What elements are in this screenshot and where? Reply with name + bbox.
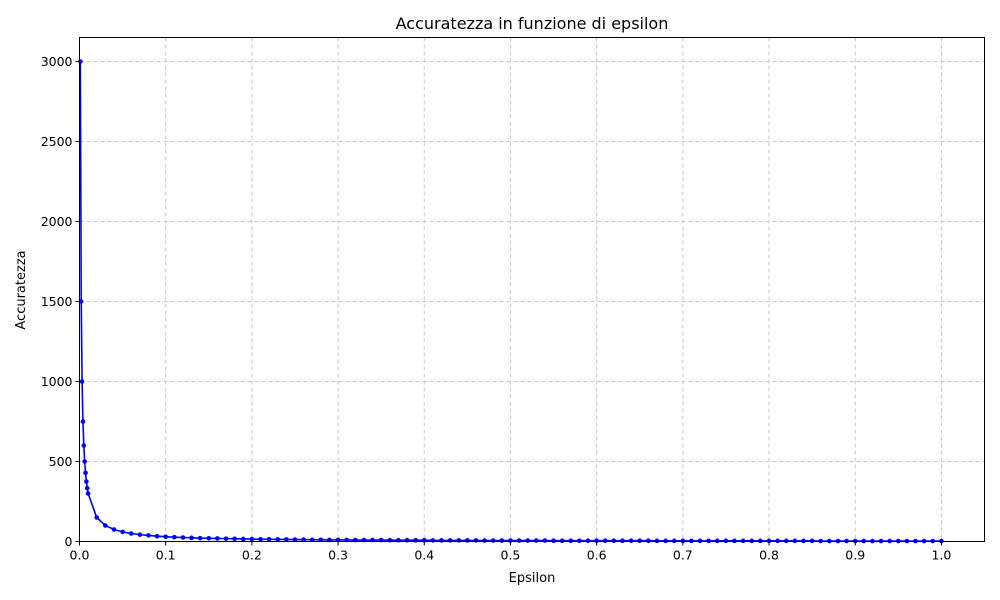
data-point (249, 536, 255, 542)
data-point (602, 538, 608, 543)
data-point (163, 534, 168, 539)
data-point (697, 538, 703, 544)
data-point (84, 485, 90, 491)
y-tick-label: 1500 (41, 294, 73, 309)
grid-layer (79, 37, 985, 542)
data-point (551, 538, 556, 543)
data-point (801, 538, 806, 544)
data-point (172, 534, 177, 540)
data-point (85, 491, 91, 496)
x-tick-label: 0.1 (156, 548, 176, 563)
data-point (275, 537, 281, 542)
x-axis-label: Epsilon (509, 571, 556, 586)
y-tick-label: 500 (49, 454, 73, 469)
data-point (723, 538, 729, 544)
data-point (809, 538, 815, 544)
data-point (120, 529, 125, 535)
data-point (758, 538, 763, 544)
data-point (78, 299, 84, 304)
y-tick-label: 2500 (41, 134, 73, 149)
data-point (94, 515, 100, 520)
x-tick-label: 1.0 (931, 548, 951, 563)
data-point (680, 538, 686, 544)
data-point (525, 538, 530, 543)
x-tick-label: 0.5 (501, 548, 521, 563)
data-point (82, 459, 87, 464)
x-tick-label: 0.2 (242, 548, 262, 563)
data-point (654, 538, 660, 544)
data-point (671, 538, 677, 544)
chart-title: Accuratezza in funzione di epsilon (396, 14, 669, 33)
data-point (111, 527, 117, 532)
y-tick-label: 1000 (41, 374, 73, 389)
series-line (79, 61, 942, 542)
data-point (83, 470, 88, 476)
data-point (240, 536, 246, 542)
data-point (206, 536, 212, 541)
x-tick-label: 0.7 (673, 548, 693, 563)
data-point (585, 538, 591, 543)
data-point (499, 538, 505, 543)
x-tick-label: 0.9 (845, 548, 865, 563)
data-point (309, 537, 315, 543)
data-point (258, 536, 263, 542)
y-tick-label: 0 (65, 534, 73, 549)
data-point (284, 537, 289, 542)
data-point (749, 538, 755, 544)
y-tick-label: 3000 (41, 54, 73, 69)
data-point (775, 538, 780, 544)
data-point (266, 536, 272, 542)
data-point (80, 419, 86, 424)
data-point (301, 537, 306, 542)
data-point (783, 538, 789, 544)
data-point (628, 538, 634, 543)
data-point (715, 538, 720, 544)
y-axis-label: Accuratezza (14, 250, 29, 329)
data-point (620, 538, 625, 543)
data-point (318, 537, 324, 543)
data-point (534, 538, 539, 543)
data-point (482, 538, 487, 543)
data-point (637, 538, 643, 543)
data-point (154, 533, 160, 539)
data-point (516, 538, 522, 543)
data-point (542, 538, 548, 543)
data-point (146, 533, 151, 538)
data-point (197, 535, 203, 541)
data-point (766, 538, 772, 544)
data-point (559, 538, 565, 543)
data-point (180, 535, 186, 540)
data-point (740, 538, 746, 544)
y-tick-label: 2000 (41, 214, 73, 229)
data-point (568, 538, 574, 543)
data-point (611, 538, 617, 543)
data-point (689, 538, 694, 544)
tick-layer: 0.0 0.1 0.2 0.3 0.4 0.5 0.6 0.7 0.8 0.9 1.0 0 500 100… (41, 54, 952, 563)
data-point (792, 538, 798, 544)
data-point (223, 536, 229, 541)
data-point (490, 538, 496, 543)
data-point (577, 538, 582, 543)
data-point (81, 443, 87, 448)
plot-frame (79, 37, 985, 542)
data-point (189, 535, 194, 541)
x-tick-label: 0.4 (414, 548, 434, 563)
data-point (103, 523, 108, 528)
data-point (646, 538, 651, 543)
x-tick-label: 0.3 (328, 548, 348, 563)
data-point (137, 532, 143, 537)
data-point (215, 536, 220, 541)
data-point (663, 538, 668, 544)
data-point (232, 536, 237, 542)
data-point (79, 379, 85, 384)
data-point (84, 479, 89, 484)
x-tick-label: 0.6 (587, 548, 607, 563)
data-point (732, 538, 737, 544)
x-tick-label: 0.0 (70, 548, 90, 563)
data-point (706, 538, 711, 544)
data-point (128, 531, 134, 536)
x-tick-label: 0.8 (759, 548, 779, 563)
data-point (292, 537, 298, 542)
